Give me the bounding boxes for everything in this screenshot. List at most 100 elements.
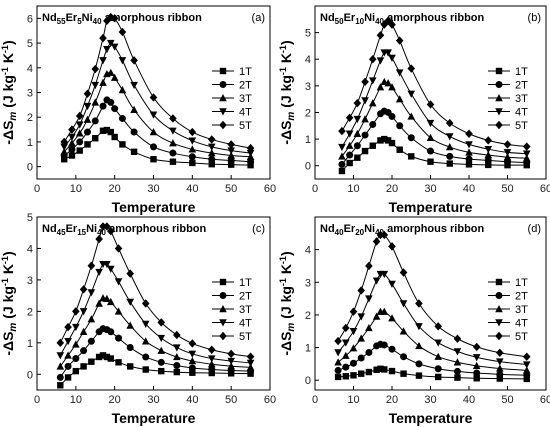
- panel-c-xtick-label: 50: [225, 394, 237, 406]
- panel-b-legend-marker: [495, 81, 503, 88]
- panel-d-series-5T-point: [380, 230, 389, 240]
- title-element: Ni: [364, 12, 375, 24]
- panel-d-series-5T-point: [522, 352, 531, 361]
- title-element: Nd: [42, 12, 57, 24]
- panel-a-ytick-label: 4: [27, 63, 33, 75]
- panel-d-series-4T-point: [472, 354, 481, 362]
- panel-d-series-5T-line: [337, 233, 527, 358]
- panel-d-xtick-label: 50: [501, 394, 513, 406]
- panel-d-series-2T-line: [337, 343, 527, 376]
- panel-d-series-1T-point: [473, 375, 480, 382]
- panel-c-series-5T-point: [157, 318, 166, 327]
- panel-b-ytick-label: 3: [305, 81, 311, 93]
- panel-b-xtick-label: 50: [501, 183, 513, 195]
- panel-d-series-3T-point: [522, 366, 531, 374]
- panel-d-series-5T-point: [372, 237, 381, 246]
- panel-d-legend-marker: [495, 305, 503, 313]
- panel-c-series-2T-point: [56, 373, 64, 381]
- panel-b-series-2T-point: [396, 122, 404, 130]
- panel-c-series-5T-point: [103, 222, 111, 231]
- panel-b-series-2T-point: [361, 131, 369, 139]
- panel-c-series-5T-point: [141, 299, 150, 308]
- title-text: amorphous ribbon: [106, 223, 207, 235]
- panel-d-series-1T-point: [342, 373, 349, 380]
- panel-c-ylabel: -ΔSm (J kg-1 K-1): [0, 251, 19, 355]
- panel-d-series-5T-point: [357, 286, 365, 295]
- panel-a-series-4T-point: [83, 102, 92, 111]
- panel-d-series-3T-point: [349, 344, 358, 352]
- panel-d-series-5T-point: [365, 261, 373, 271]
- panel-b-series-2T-point: [338, 160, 346, 168]
- panel-d-series-3T-point: [357, 334, 365, 342]
- ylabel-symbol: -ΔS: [278, 121, 294, 145]
- panel-c-series-5T-point: [227, 349, 235, 359]
- panel-c-series-2T-point: [188, 364, 196, 372]
- panel-c-series-3T-point: [207, 360, 216, 368]
- panel-b-ytick-label: 1: [305, 134, 311, 146]
- panel-a-series-5T-point: [118, 27, 127, 37]
- panel-a-series-1T-point: [84, 141, 91, 148]
- panel-c-series-3T-point: [227, 362, 235, 370]
- panel-b-series-3T-point: [338, 152, 346, 160]
- panel-a-series-5T-point: [99, 33, 107, 43]
- ylabel-unit: (J kg: [278, 75, 294, 112]
- ylabel-unit: (J kg: [278, 286, 294, 323]
- panel-d-series-3T-point: [453, 358, 462, 366]
- panel-a-series-3T-point: [83, 115, 92, 123]
- panel-c-series-2T-point: [107, 328, 115, 336]
- panel-c-series-4T-point: [72, 323, 80, 332]
- panel-d-series-1T-point: [400, 370, 407, 377]
- ylabel-unit: K: [278, 264, 294, 278]
- ylabel-superscript: -1: [278, 256, 288, 264]
- panel-d-series-4T-point: [453, 348, 462, 356]
- panel-c-series-1T-point: [103, 353, 111, 361]
- ylabel-symbol: -ΔS: [0, 332, 16, 356]
- panel-a-xtick-label: 0: [34, 183, 40, 195]
- panel-d-series-3T-point: [496, 364, 504, 372]
- title-element: Nd: [320, 223, 335, 235]
- panel-c-series-4T-point: [103, 260, 111, 269]
- panel-b-series-4T-point: [426, 119, 435, 128]
- panel-c-series-5T-point: [72, 307, 80, 316]
- title-subscript: 20: [355, 228, 364, 237]
- panel-b-series-5T-point: [345, 113, 354, 122]
- panel-c-series-4T-point: [95, 268, 103, 277]
- panel-b-series-1T-point: [346, 159, 353, 167]
- panel-b-series-5T-point: [407, 64, 416, 73]
- panel-b-series-4T-point: [407, 90, 416, 98]
- panel-d-series-3T-point: [380, 307, 389, 315]
- panel-b-series-4T-point: [353, 115, 362, 124]
- panel-b-legend-marker: [495, 67, 503, 75]
- panel-d-xtick-label: 40: [463, 394, 475, 406]
- panel-b-series-2T-point: [446, 152, 454, 160]
- panel-d-series-4T-line: [337, 272, 527, 366]
- panel-d-series-5T-point: [453, 334, 462, 343]
- title-subscript: 45: [57, 228, 66, 237]
- panel-d-series-5T-point: [388, 242, 396, 251]
- panel-a-series-1T-point: [208, 160, 215, 168]
- panel-c-series-3T-point: [87, 315, 96, 323]
- panel-a-series-3T-point: [227, 151, 235, 159]
- panel-a-series-2T-point: [99, 102, 107, 110]
- panel-b-series-5T-point: [426, 100, 435, 109]
- panel-c-series-4T-point: [188, 350, 197, 358]
- panel-a-series-4T-point: [91, 81, 100, 90]
- panel-d-series-1T-line: [338, 368, 527, 380]
- panel-a-series-2T-point: [83, 128, 91, 136]
- panel-b-legend-marker: [495, 108, 503, 116]
- panel-a-series-5T-point: [227, 140, 235, 149]
- panel-b-legend-label: 2T: [515, 80, 528, 92]
- panel-d-series-2T-point: [342, 363, 350, 371]
- panel-a-ytick-label: 3: [27, 88, 33, 100]
- panel-a-legend-label: 4T: [239, 107, 252, 119]
- panel-b-series-1T-point: [427, 158, 434, 165]
- panel-b-series-4T-point: [361, 97, 369, 105]
- panel-a-series-4T-point: [118, 57, 127, 65]
- panel-c-series-4T-point: [246, 359, 255, 367]
- panel-b-xlabel: Temperature: [389, 199, 473, 215]
- panel-c-series-4T-point: [173, 344, 181, 352]
- panel-b-series-4T-point: [338, 143, 346, 152]
- panel-d-ytick-label: 1: [305, 343, 311, 355]
